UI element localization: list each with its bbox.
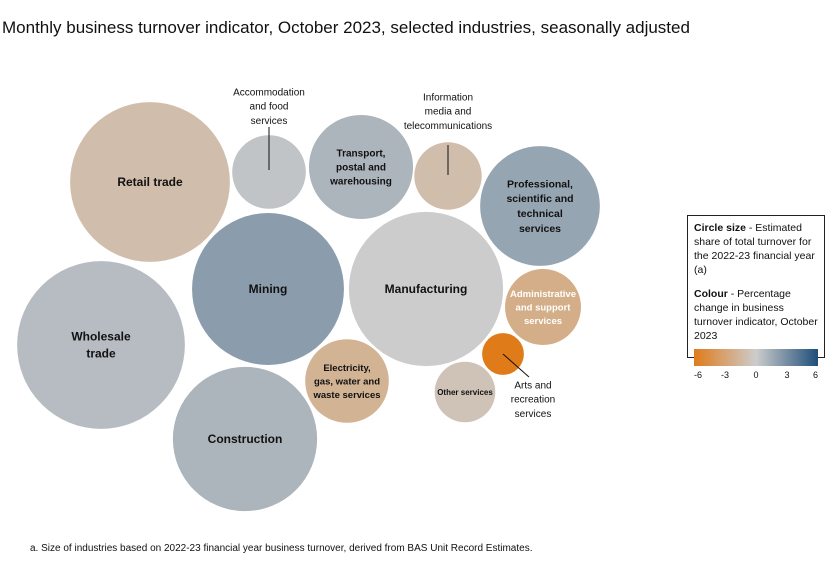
legend-colour-text: - Percentage change in business turnover… [694,288,818,342]
bubble-label: postal and [336,163,386,174]
bubble-information-media-and-telecommunications [414,142,482,210]
footnote: a. Size of industries based on 2022-23 f… [30,543,533,554]
bubble-other-services [434,361,496,423]
bubble-label: Mining [249,282,288,296]
bubble-label: Arts and [514,381,551,392]
bubble-chart: Retail trade Accommodation and food service… [17,88,600,512]
legend-size-label: Circle size [694,222,746,234]
bubble-label: scientific and [506,193,573,205]
legend: Circle size - Estimated share of total t… [687,215,825,380]
legend-size-text: - Estimated share of total turnover for … [694,222,815,276]
bubble-label: Manufacturing [385,282,468,296]
bubble-label: recreation [511,395,555,406]
bubble-label: Electricity, [323,363,370,374]
bubble-label: Wholesale [71,330,131,344]
bubble-label: waste services [312,390,380,401]
bubble-administrative-and-support-services [505,269,581,345]
bubble-label: services [251,116,288,127]
bubble-label: Professional, [507,178,573,190]
bubble-label: and support [516,302,572,313]
bubble-label: Construction [208,432,283,446]
bubble-label: services [524,316,562,327]
bubble-label: Information [423,93,473,104]
scale-tick-label: 0 [753,370,759,380]
bubble-electricity-gas-water-and-waste-services [305,339,389,423]
bubble-label: telecommunications [404,121,492,132]
bubble-label: Accommodation [233,88,305,99]
scale-tick-label: -6 [694,370,703,380]
bubble-manufacturing [348,211,504,367]
colour-scale-ticks: -6 -3 0 3 6 [694,366,818,380]
bubble-label: Other services [437,388,493,397]
bubble-label: Administrative [510,289,576,300]
bubble-label: gas, water and [314,376,380,387]
bubble-label: trade [86,347,116,361]
leader-line [502,353,530,378]
bubble-label: media and [425,107,472,118]
bubble-construction [172,366,318,512]
bubble-wholesale-trade [17,261,185,429]
legend-colour-label: Colour [694,288,728,300]
bubble-label: technical [517,208,563,220]
chart-title: Monthly business turnover indicator, Oct… [2,18,690,37]
bubble-label: services [515,409,552,420]
bubble-label: Transport, [337,148,386,159]
bubble-retail-trade [70,102,230,262]
scale-tick-label: 6 [812,370,818,380]
bubble-label: Retail trade [117,175,183,189]
bubble-professional-scientific-and-technical-services [480,146,600,266]
colour-scale-bar [694,349,818,366]
bubble-label: and food [250,102,289,113]
bubble-label: warehousing [329,177,392,188]
bubble-label: services [519,223,561,235]
scale-tick-label: 3 [784,370,790,380]
scale-tick-label: -3 [720,370,730,380]
bubble-mining [192,213,344,365]
bubble-transport-postal-and-warehousing [308,114,414,220]
bubble-accommodation-and-food-services [232,135,306,209]
